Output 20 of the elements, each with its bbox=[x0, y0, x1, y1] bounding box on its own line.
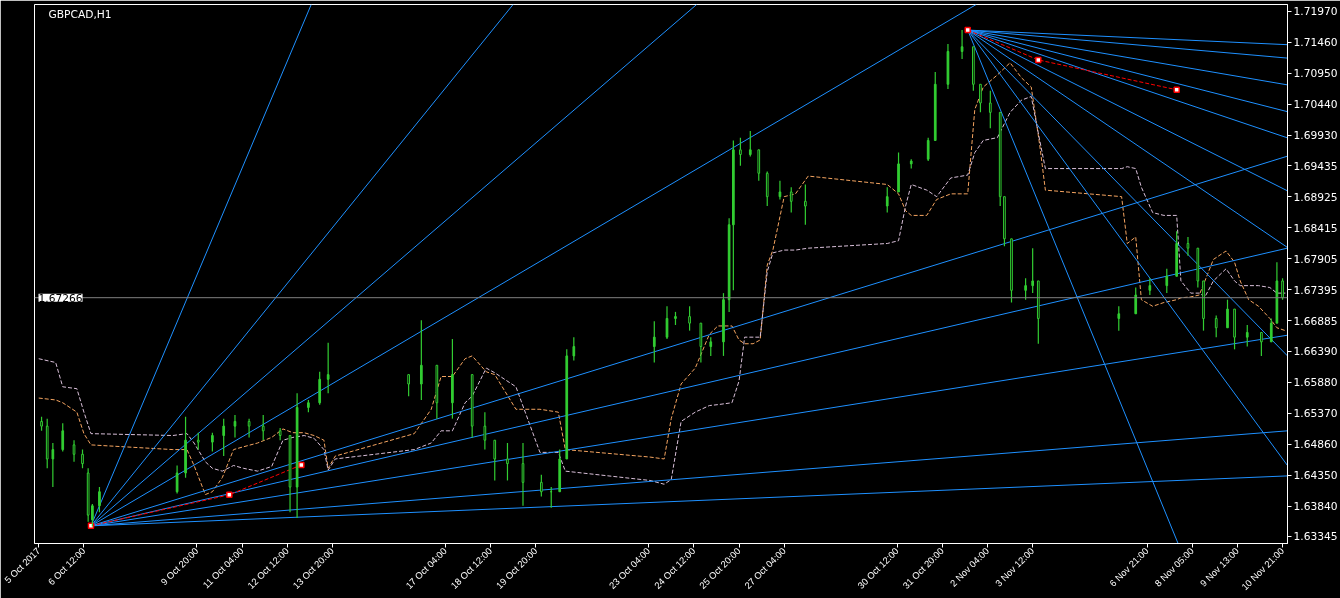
y-tick-label: 1.69435 bbox=[1293, 159, 1338, 173]
y-tick-label: 1.68415 bbox=[1293, 221, 1338, 235]
y-tick-label: 1.68925 bbox=[1293, 190, 1338, 204]
y-tick-label: 1.70950 bbox=[1293, 67, 1338, 81]
y-tick-label: 1.67905 bbox=[1293, 252, 1338, 266]
y-tick-label: 1.67395 bbox=[1293, 283, 1338, 297]
y-tick-label: 1.63840 bbox=[1293, 500, 1338, 514]
chart-title: GBPCAD,H1 bbox=[48, 7, 112, 21]
y-tick-label: 1.71460 bbox=[1293, 36, 1338, 50]
y-tick-label: 1.64350 bbox=[1293, 469, 1338, 483]
y-tick-label: 1.64860 bbox=[1293, 438, 1338, 452]
y-tick-label: 1.66885 bbox=[1293, 314, 1338, 328]
ref-line-label: 1.67266 bbox=[38, 291, 83, 305]
y-tick-label: 1.65880 bbox=[1293, 376, 1338, 390]
y-tick-label: 1.66390 bbox=[1293, 345, 1338, 359]
y-tick-label: 1.71970 bbox=[1293, 5, 1338, 19]
y-tick-label: 1.70440 bbox=[1293, 98, 1338, 112]
y-tick-label: 1.65370 bbox=[1293, 407, 1338, 421]
y-tick-label: 1.63345 bbox=[1293, 530, 1338, 544]
y-tick-label: 1.69930 bbox=[1293, 129, 1338, 143]
